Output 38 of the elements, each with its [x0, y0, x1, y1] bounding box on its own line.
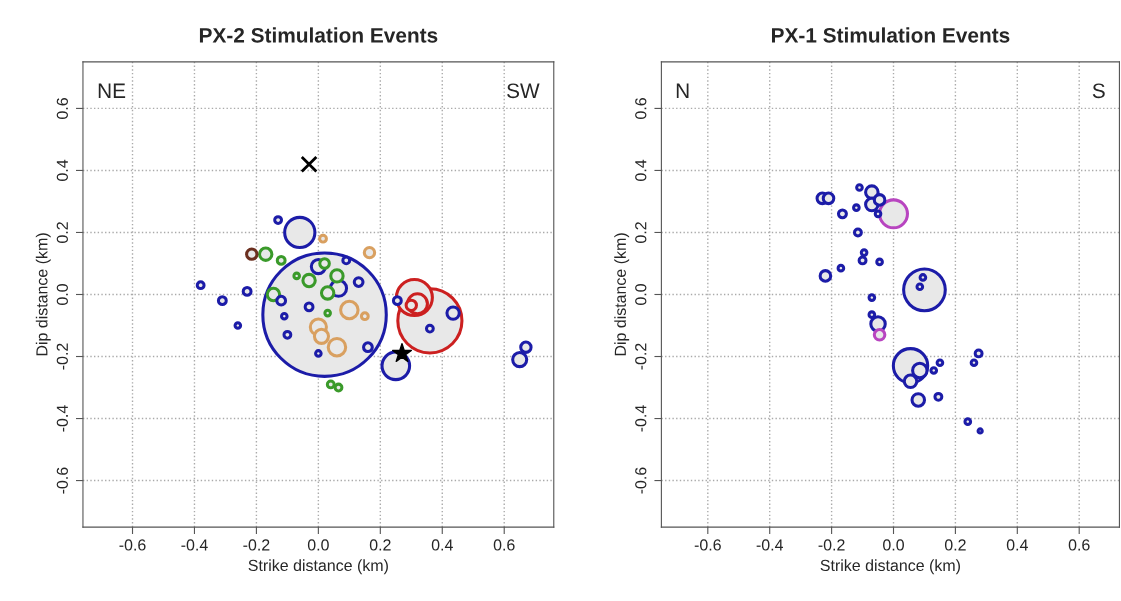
y-tick-label: 0.4 [635, 159, 647, 181]
annotation: S [1092, 83, 1105, 99]
y-tick-label: 0.6 [635, 98, 647, 119]
x-tick-label: 0.2 [369, 539, 391, 551]
x-tick-label: 0.6 [493, 539, 515, 551]
annotation: N [676, 83, 689, 98]
x-tick-label: 0.4 [431, 539, 453, 551]
x-tick-label: 0.0 [307, 539, 329, 551]
y-tick-label: 0.2 [56, 222, 68, 243]
x-axis-title: Strike distance (km) [820, 559, 960, 575]
x-tick-label: -0.4 [756, 539, 784, 551]
x-tick-label: 0.6 [1068, 539, 1090, 551]
y-tick-label: -0.6 [56, 467, 68, 494]
x-tick-label: -0.4 [181, 539, 208, 551]
y-tick-label: 0.0 [635, 284, 647, 305]
y-tick-label: 0.2 [635, 222, 647, 243]
x-tick-label: -0.6 [119, 539, 146, 551]
annotation: SW [507, 83, 540, 99]
y-tick-label: 0.4 [56, 159, 68, 181]
x-tick-label: 0.4 [1006, 539, 1028, 551]
x-tick-label: -0.2 [818, 539, 845, 551]
annotation: NE [98, 83, 126, 98]
y-tick-label: -0.4 [56, 405, 68, 432]
y-tick-label: -0.6 [635, 467, 647, 494]
y-tick-label: 0.6 [56, 98, 68, 119]
y-tick-label: 0.0 [56, 284, 68, 305]
y-axis-title: Dip distance (km) [35, 233, 51, 356]
y-tick-label: -0.2 [56, 343, 68, 370]
x-tick-label: 0.2 [944, 539, 966, 551]
chart-title: PX-2 Stimulation Events [199, 27, 438, 43]
chart-title: PX-1 Stimulation Events [771, 27, 1010, 43]
x-tick-label: -0.6 [694, 539, 721, 551]
x-tick-label: 0.0 [883, 539, 904, 551]
y-tick-label: -0.4 [635, 405, 647, 432]
x-tick-label: -0.2 [243, 539, 270, 551]
y-tick-label: -0.2 [635, 343, 647, 370]
y-axis-title: Dip distance (km) [614, 233, 630, 356]
x-axis-title: Strike distance (km) [248, 559, 388, 575]
